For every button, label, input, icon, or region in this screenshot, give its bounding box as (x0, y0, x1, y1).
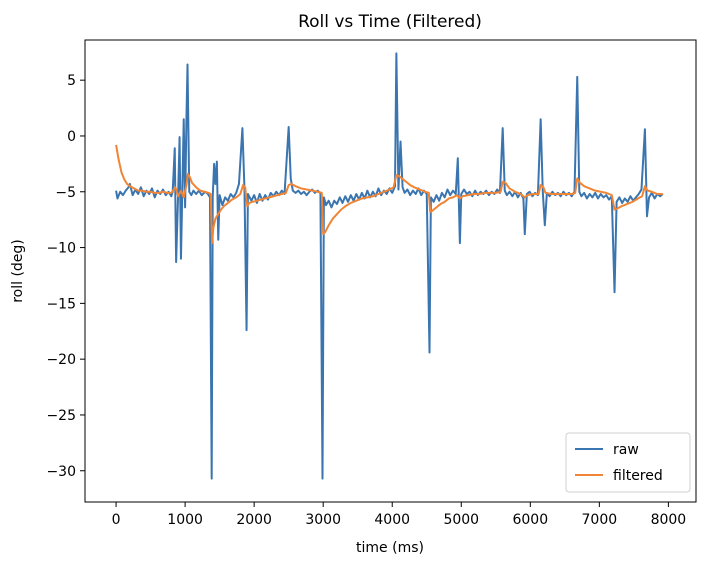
tick-layer: 0 1000 2000 3000 4000 5000 6000 7000 8000 5 0 −5 −10… (46, 73, 686, 528)
series-line-raw (115, 52, 664, 480)
x-tick-label: 4000 (374, 512, 410, 528)
x-tick-label: 6000 (512, 512, 548, 528)
x-tick-label: 3000 (305, 512, 341, 528)
y-tick-label: −5 (55, 185, 76, 201)
x-tick-label: 8000 (651, 512, 687, 528)
legend-label-filtered: filtered (613, 468, 663, 484)
x-axis-label: time (ms) (356, 540, 424, 556)
y-tick-label: −30 (46, 464, 76, 480)
y-axis-label: roll (deg) (10, 239, 26, 303)
series-layer (115, 52, 664, 480)
chart-title: Roll vs Time (Filtered) (298, 12, 482, 32)
series-line-filtered (115, 144, 663, 245)
x-tick-label: 7000 (582, 512, 618, 528)
legend-box (565, 432, 691, 493)
y-tick-label: −10 (46, 241, 76, 257)
plot-frame (84, 39, 697, 503)
y-tick-label: −15 (46, 296, 76, 312)
y-tick-label: −20 (46, 352, 76, 368)
y-tick-label: −25 (46, 408, 76, 424)
legend-label-raw: raw (613, 442, 639, 458)
x-tick-label: 2000 (236, 512, 272, 528)
y-tick-label: 5 (67, 73, 76, 89)
x-tick-label: 0 (112, 512, 121, 528)
legend: raw filtered (565, 432, 691, 493)
y-tick-label: 0 (67, 129, 76, 145)
x-tick-label: 1000 (167, 512, 203, 528)
x-tick-label: 5000 (443, 512, 479, 528)
